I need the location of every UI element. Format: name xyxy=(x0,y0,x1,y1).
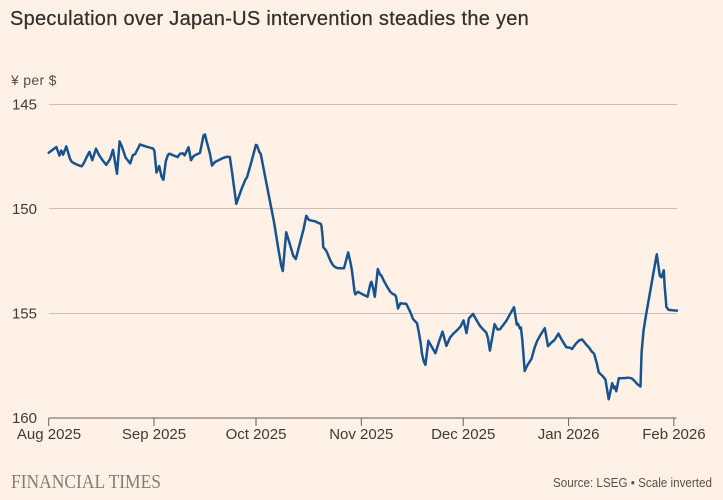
svg-text:Nov 2025: Nov 2025 xyxy=(329,426,393,443)
svg-text:Oct 2025: Oct 2025 xyxy=(226,426,287,443)
svg-text:Speculation over Japan-US inte: Speculation over Japan-US intervention s… xyxy=(10,8,529,30)
svg-text:FINANCIAL TIMES: FINANCIAL TIMES xyxy=(11,472,161,493)
svg-text:160: 160 xyxy=(12,410,37,427)
svg-text:155: 155 xyxy=(12,306,37,323)
svg-text:Source: LSEG • Scale inverted: Source: LSEG • Scale inverted xyxy=(553,475,712,490)
svg-text:Jan 2026: Jan 2026 xyxy=(538,426,600,443)
svg-text:Feb 2026: Feb 2026 xyxy=(642,426,705,443)
svg-text:Aug 2025: Aug 2025 xyxy=(17,426,81,443)
svg-text:145: 145 xyxy=(12,97,37,114)
svg-text:Dec 2025: Dec 2025 xyxy=(431,426,495,443)
svg-text:150: 150 xyxy=(12,201,37,218)
svg-text:Sep 2025: Sep 2025 xyxy=(122,426,186,443)
svg-text:¥ per $: ¥ per $ xyxy=(10,72,57,88)
